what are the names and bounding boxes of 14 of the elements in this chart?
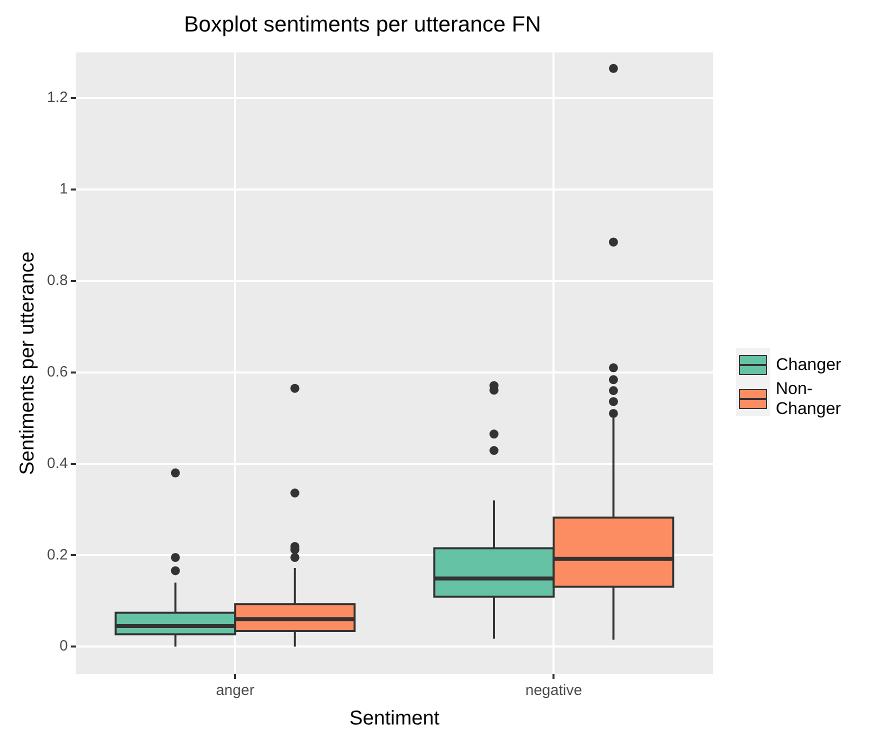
y-axis-title: Sentiments per utterance xyxy=(16,251,39,475)
y-tick-label: 0.8 xyxy=(46,272,68,290)
y-tick-label: 0.4 xyxy=(46,454,68,472)
y-tick-label: 1.2 xyxy=(46,89,68,106)
chart-title: Boxplot sentiments per utterance FN xyxy=(184,11,542,36)
y-tick-label: 0.6 xyxy=(46,363,68,380)
y-tick-label: 1 xyxy=(60,180,68,198)
y-tick-label: 0.2 xyxy=(46,546,68,564)
x-tick-label: negative xyxy=(525,682,582,700)
x-axis-title: Sentiment xyxy=(349,708,440,730)
x-tick-label: anger xyxy=(216,682,254,700)
legend-label: Changer xyxy=(776,355,842,375)
legend-label: Non-Changer xyxy=(776,379,842,419)
y-tick-label: 0 xyxy=(60,638,68,655)
